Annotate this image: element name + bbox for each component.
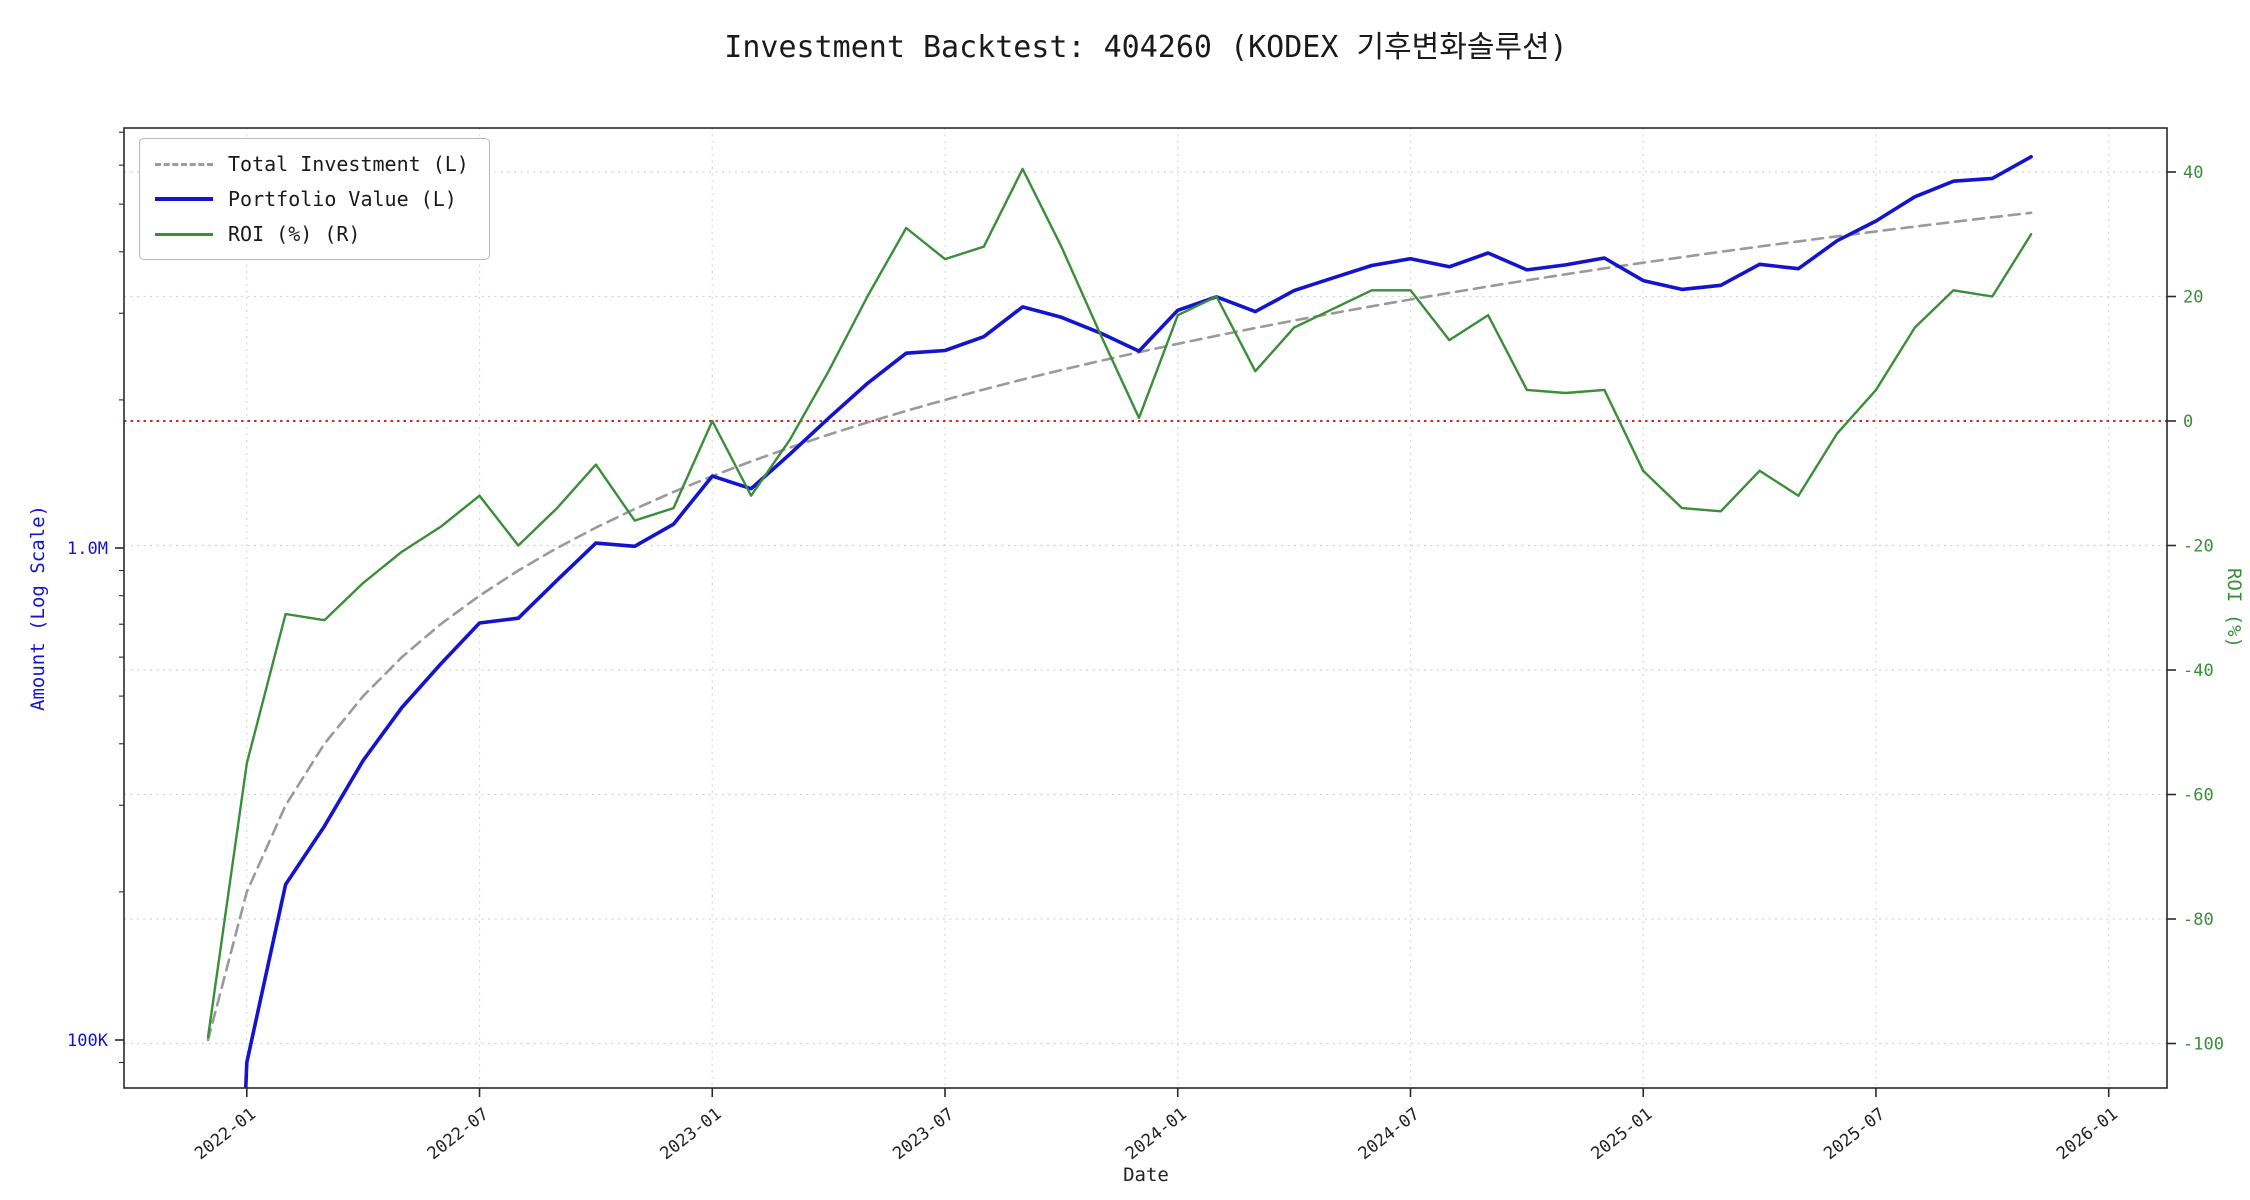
x-axis-label: Date — [1123, 1164, 1169, 1186]
svg-text:-40: -40 — [2183, 661, 2214, 681]
roi-line — [206, 167, 2033, 1039]
svg-text:20: 20 — [2183, 288, 2203, 308]
gridlines — [124, 128, 2167, 1088]
plot-border — [123, 127, 2168, 1089]
svg-text:2025-01: 2025-01 — [1588, 1104, 1657, 1164]
left-axis-label: Amount (Log Scale) — [27, 505, 49, 711]
legend-label-roi: ROI (%) (R) — [228, 222, 361, 246]
svg-text:2023-01: 2023-01 — [657, 1104, 726, 1164]
legend-sample-blue-line — [155, 197, 213, 201]
svg-text:2024-07: 2024-07 — [1355, 1104, 1424, 1164]
svg-text:100K: 100K — [67, 1031, 109, 1051]
axis-ticks: 2022-01 2022-07 2023-01 2023-07 2024-01 2024-… — [67, 131, 2224, 1164]
series-lines — [206, 155, 2033, 1088]
legend-label-portfolio-value: Portfolio Value (L) — [228, 187, 457, 211]
legend-row-portfolio-value: Portfolio Value (L) — [155, 187, 469, 211]
svg-text:0: 0 — [2183, 412, 2193, 432]
legend-label-total-investment: Total Investment (L) — [228, 152, 469, 176]
svg-text:1.0M: 1.0M — [67, 539, 108, 559]
svg-text:2026-01: 2026-01 — [2053, 1104, 2122, 1164]
chart-title: Investment Backtest: 404260 (KODEX 기후변화솔… — [724, 30, 1568, 65]
legend-sample-green-line — [155, 232, 213, 236]
right-axis-label: ROI (%) — [2223, 567, 2245, 649]
svg-text:-60: -60 — [2183, 786, 2214, 806]
legend: Total Investment (L) Portfolio Value (L)… — [139, 138, 490, 260]
svg-text:-20: -20 — [2183, 537, 2214, 557]
svg-text:-100: -100 — [2183, 1035, 2224, 1055]
portfolio-value-line — [243, 155, 2033, 1088]
legend-row-total-investment: Total Investment (L) — [155, 152, 469, 176]
svg-text:-80: -80 — [2183, 910, 2214, 930]
svg-text:2025-07: 2025-07 — [1820, 1104, 1889, 1164]
svg-text:40: 40 — [2183, 163, 2203, 183]
legend-sample-dashed-line — [155, 162, 213, 166]
legend-row-roi: ROI (%) (R) — [155, 222, 469, 246]
total-investment-line — [206, 211, 2033, 1042]
svg-text:2023-07: 2023-07 — [889, 1104, 958, 1164]
svg-text:2022-01: 2022-01 — [191, 1104, 260, 1164]
svg-text:2024-01: 2024-01 — [1122, 1104, 1191, 1164]
svg-text:2022-07: 2022-07 — [424, 1104, 493, 1164]
